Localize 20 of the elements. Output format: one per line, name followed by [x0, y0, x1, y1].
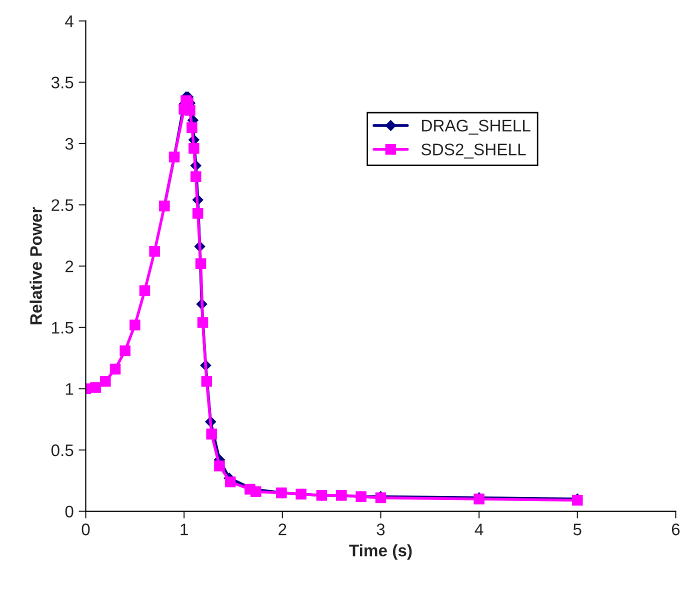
x-tick-label: 2 [278, 524, 286, 536]
y-tick-label: 3.5 [51, 76, 74, 88]
x-tick-label: 0 [82, 524, 90, 536]
y-tick-label: 0.5 [51, 444, 74, 456]
legend-label: DRAG_SHELL [422, 120, 530, 135]
y-tick-label: 1 [66, 383, 74, 395]
y-tick-label: 2 [66, 260, 74, 272]
y-tick-label: 0 [65, 506, 74, 518]
x-tick-label: 1 [180, 524, 188, 536]
y-tick-label: 4 [65, 16, 74, 27]
y-axis-title: Relative Power [30, 207, 42, 324]
y-tick-label: 3 [65, 138, 74, 150]
x-tick-label: 6 [672, 524, 680, 536]
x-axis-title: Time (s) [349, 544, 412, 560]
y-tick-label: 1.5 [52, 322, 74, 334]
x-tick-label: 4 [474, 524, 484, 536]
x-tick-label: 3 [376, 524, 385, 536]
legend-label: SDS2_SHELL [421, 144, 526, 159]
x-tick-label: 5 [573, 524, 582, 536]
y-tick-label: 2.5 [52, 199, 74, 212]
